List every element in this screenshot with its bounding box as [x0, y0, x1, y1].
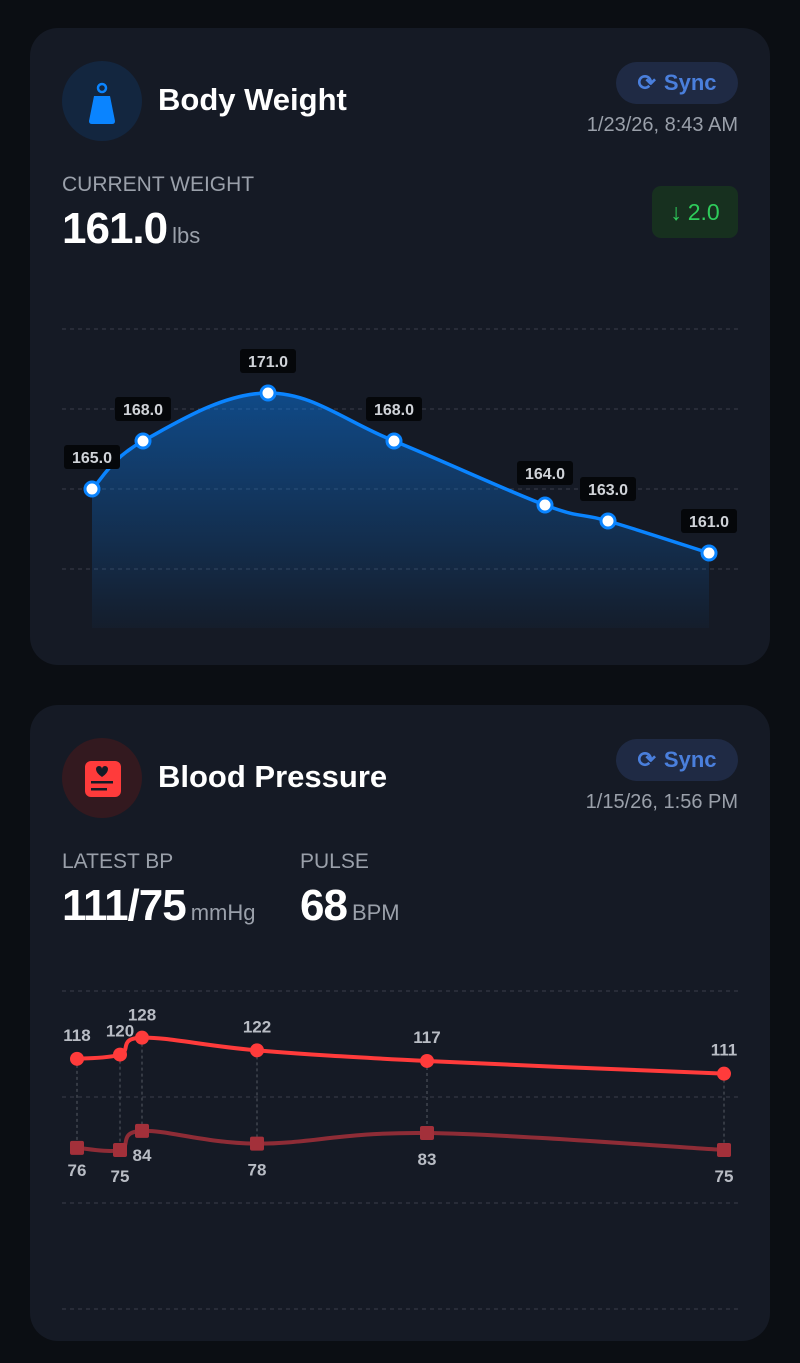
weight-point — [385, 432, 403, 450]
systolic-line — [76, 1035, 725, 1076]
heart-card-icon — [85, 761, 121, 797]
current-weight-value: 161.0 lbs — [62, 204, 201, 253]
diastolic-point — [135, 1123, 149, 1138]
weight-change-badge: ↓ 2.0 — [652, 186, 738, 238]
systolic-label: 128 — [128, 1006, 156, 1025]
data-label: 171.0 — [248, 354, 288, 371]
systolic-label: 118 — [63, 1026, 90, 1045]
sync-icon: ⟳ — [637, 70, 656, 95]
weight-point — [536, 496, 554, 514]
systolic-label: 120 — [106, 1022, 134, 1041]
data-label: 165.0 — [72, 450, 112, 467]
systolic-point — [135, 1030, 149, 1045]
systolic-label: 111 — [711, 1041, 738, 1060]
data-label: 168.0 — [123, 402, 163, 419]
latest-bp-value: 111/75 mmHg — [62, 881, 256, 930]
systolic-label: 117 — [413, 1028, 440, 1047]
diastolic-label: 83 — [418, 1150, 437, 1169]
data-label-bg — [580, 477, 636, 501]
systolic-point — [420, 1053, 434, 1068]
data-label-bg — [64, 445, 120, 469]
diastolic-point — [250, 1136, 264, 1151]
body-weight-card: Body Weight ⟳ Sync 1/23/26, 8:43 AM CURRE… — [30, 28, 770, 665]
card-title: Blood Pressure — [158, 759, 388, 794]
diastolic-line — [76, 1128, 725, 1154]
data-label-bg — [240, 349, 296, 373]
weight-area — [92, 393, 709, 628]
card-title: Body Weight — [158, 82, 347, 117]
weight-point — [700, 544, 718, 562]
diastolic-label: 84 — [133, 1146, 152, 1165]
systolic-point — [717, 1066, 731, 1081]
diastolic-point — [717, 1143, 731, 1157]
pulse-label: PULSE — [300, 850, 369, 873]
data-label-bg — [517, 461, 573, 485]
latest-bp-label: LATEST BP — [62, 850, 174, 873]
data-label: 163.0 — [588, 482, 628, 499]
systolic-point — [113, 1047, 127, 1062]
weight-icon-badge — [62, 61, 142, 141]
last-sync-date: 1/15/26, 1:56 PM — [585, 791, 738, 813]
sync-icon: ⟳ — [637, 747, 656, 772]
weight-point — [134, 432, 152, 450]
last-sync-date: 1/23/26, 8:43 AM — [586, 114, 738, 136]
blood-pressure-card: Blood Pressure ⟳ Sync 1/15/26, 1:56 PM LA… — [30, 705, 770, 1341]
data-label-bg — [366, 397, 422, 421]
diastolic-point — [113, 1143, 127, 1157]
weight-point — [259, 384, 277, 402]
diastolic-label: 75 — [111, 1167, 130, 1186]
data-label: 161.0 — [689, 514, 729, 531]
data-label: 168.0 — [374, 402, 414, 419]
diastolic-label: 75 — [715, 1167, 734, 1186]
weight-point — [83, 480, 101, 498]
pulse-value: 68 BPM — [300, 881, 400, 930]
weight-icon — [89, 82, 115, 124]
diastolic-label: 78 — [248, 1161, 267, 1180]
data-label-bg — [115, 397, 171, 421]
bp-icon-badge — [62, 738, 142, 818]
diastolic-point — [420, 1126, 434, 1141]
diastolic-label: 76 — [68, 1161, 87, 1180]
sync-button[interactable]: ⟳ Sync — [616, 739, 738, 781]
data-label-bg — [681, 509, 737, 533]
systolic-point — [250, 1043, 264, 1058]
systolic-point — [70, 1051, 84, 1066]
diastolic-point — [70, 1140, 84, 1155]
weight-chart: 165.0 168.0 171.0 168.0 164.0 163.0 161.0 — [62, 328, 738, 628]
current-weight-label: CURRENT WEIGHT — [62, 173, 255, 196]
systolic-label: 122 — [243, 1017, 271, 1036]
data-label: 164.0 — [525, 466, 565, 483]
arrow-down-icon: ↓ — [670, 198, 682, 225]
weight-point — [599, 512, 617, 530]
sync-button[interactable]: ⟳ Sync — [616, 62, 738, 104]
